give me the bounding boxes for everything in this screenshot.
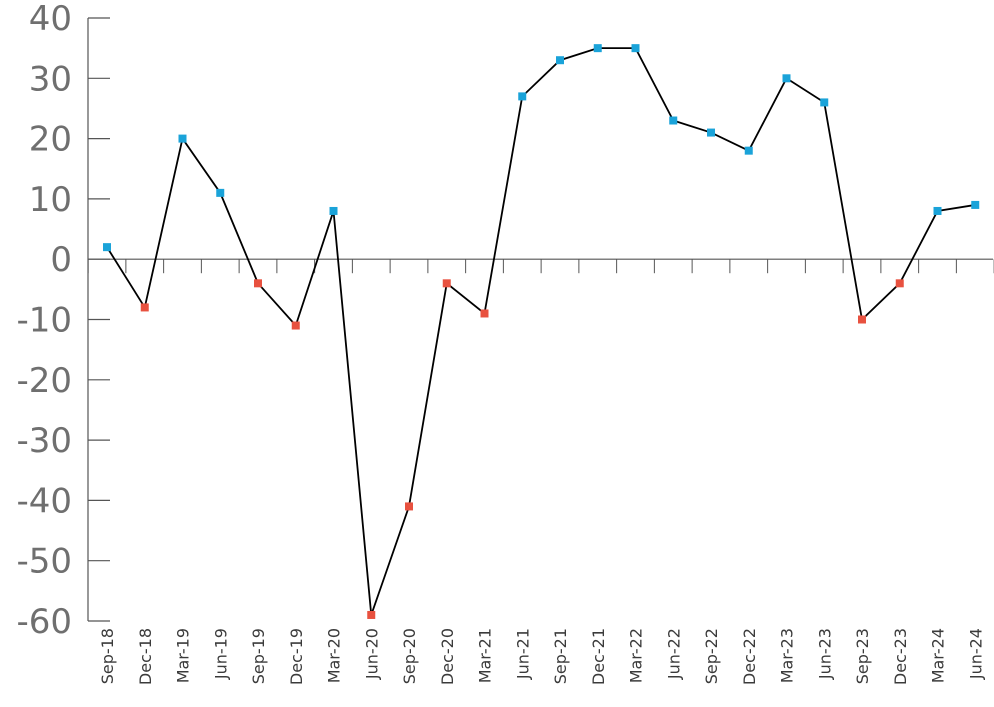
x-tick-label: Dec-21 xyxy=(589,628,608,685)
x-tick-label: Sep-22 xyxy=(702,628,721,684)
axes xyxy=(87,18,993,621)
y-tick-label: 40 xyxy=(29,0,72,39)
data-point-mar-20 xyxy=(329,206,338,215)
x-tick-label: Mar-21 xyxy=(476,628,495,683)
x-tick-label: Jun-19 xyxy=(211,628,230,680)
x-tick-label: Jun-23 xyxy=(815,628,834,680)
x-tick-label: Jun-21 xyxy=(513,628,532,680)
x-tick-label: Sep-19 xyxy=(249,628,268,684)
x-tick-label: Sep-23 xyxy=(853,628,872,684)
y-tick-label: 30 xyxy=(29,59,72,99)
data-point-mar-24 xyxy=(933,206,942,215)
x-tick-label: Dec-19 xyxy=(287,628,306,685)
x-tick-label: Sep-20 xyxy=(400,628,419,684)
data-point-sep-21 xyxy=(556,56,564,65)
data-point-jun-22 xyxy=(669,116,678,125)
y-tick-label: -30 xyxy=(16,421,72,461)
data-point-dec-18 xyxy=(140,303,149,312)
x-tick-label: Mar-23 xyxy=(778,628,797,683)
data-point-mar-23 xyxy=(782,74,791,83)
data-point-sep-23 xyxy=(858,315,866,324)
x-tick-label: Dec-20 xyxy=(438,628,457,685)
x-tick-label: Sep-21 xyxy=(551,628,570,684)
x-tick-label: Mar-22 xyxy=(627,628,646,683)
y-tick-label: 0 xyxy=(50,240,72,280)
data-point-jun-23 xyxy=(820,98,829,107)
data-point-mar-21 xyxy=(480,309,489,318)
data-point-sep-20 xyxy=(405,502,413,511)
x-tick-label: Dec-23 xyxy=(891,628,910,685)
y-tick-label: -20 xyxy=(16,361,72,401)
x-tick-label: Mar-24 xyxy=(929,628,948,683)
data-point-jun-21 xyxy=(518,92,527,101)
data-point-jun-19 xyxy=(216,188,225,197)
data-point-dec-20 xyxy=(442,279,451,288)
y-tick-label: -50 xyxy=(16,542,72,582)
data-point-sep-19 xyxy=(254,279,262,288)
y-axis-ticks: 40 30 20 10 0 -10 -20 -30 -40 -50 -60 xyxy=(16,0,110,642)
x-tick-label: Dec-22 xyxy=(740,628,759,685)
x-tick-label: Mar-20 xyxy=(325,628,344,683)
y-tick-label: 10 xyxy=(29,180,72,220)
data-point-sep-22 xyxy=(707,128,715,137)
x-tick-label: Dec-18 xyxy=(136,628,155,685)
x-tick-label: Jun-22 xyxy=(664,628,683,680)
y-tick-label: -60 xyxy=(16,602,72,642)
x-tick-label: Mar-19 xyxy=(174,628,193,683)
data-point-mar-19 xyxy=(178,134,187,143)
x-axis-ticks: Sep-18 Dec-18 Mar-19 Jun-19 Sep-19 Dec-19 Mar-… xyxy=(87,259,994,685)
data-point-sep-18 xyxy=(103,243,111,252)
data-point-jun-20 xyxy=(367,610,376,619)
data-point-dec-21 xyxy=(593,44,602,53)
data-point-jun-24 xyxy=(971,200,980,209)
data-point-dec-19 xyxy=(291,321,300,330)
data-points xyxy=(103,44,980,619)
y-tick-label: -40 xyxy=(16,481,72,521)
x-tick-label: Sep-18 xyxy=(98,628,117,684)
data-point-mar-22 xyxy=(631,44,640,53)
x-tick-label: Jun-24 xyxy=(966,628,985,680)
y-tick-label: 20 xyxy=(29,120,72,160)
series-line xyxy=(106,47,976,616)
data-point-dec-22 xyxy=(744,146,753,155)
y-tick-label: -10 xyxy=(16,301,72,341)
x-tick-label: Jun-20 xyxy=(362,628,381,680)
data-point-dec-23 xyxy=(895,279,904,288)
